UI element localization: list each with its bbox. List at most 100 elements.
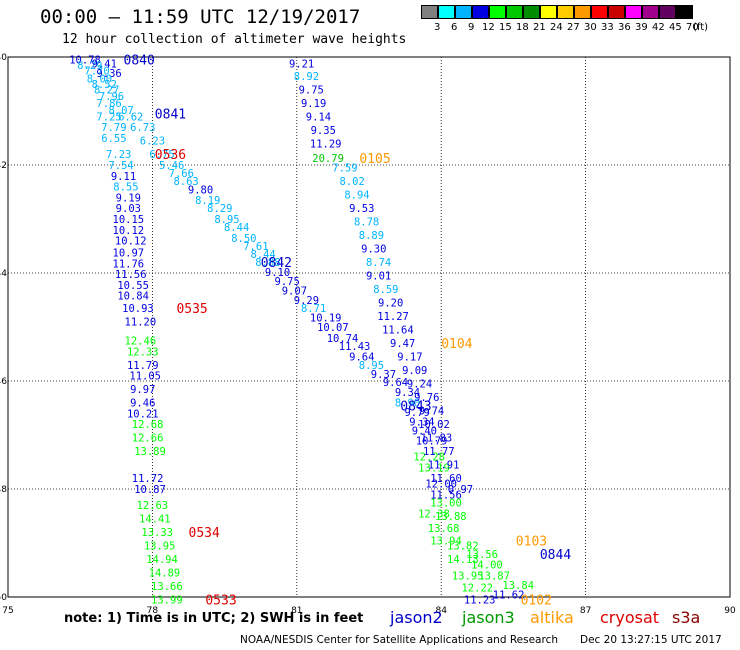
swh-value: 11.56 [430, 489, 462, 501]
swh-value: 8.44 [250, 249, 275, 261]
swh-value: 10.02 [418, 419, 450, 431]
swh-value: 13.33 [141, 527, 173, 539]
swh-value: 11.23 [464, 595, 496, 607]
swh-value: 9.75 [299, 84, 324, 96]
swh-value: 11.60 [430, 473, 462, 485]
swh-value: 10.55 [117, 280, 149, 292]
swh-value: 12.63 [137, 500, 169, 512]
lat-tick-label: 42 [0, 161, 7, 171]
swh-value: 8.02 [340, 176, 365, 188]
swh-value: 9.36 [96, 68, 121, 80]
pass-time-label: 0843 [400, 399, 431, 414]
swh-value: 8.29 [77, 60, 102, 72]
swh-value: 8.95 [359, 360, 384, 372]
swh-value: 8.59 [373, 284, 398, 296]
swh-value: 9.37 [371, 369, 396, 381]
color-swatch [472, 5, 489, 19]
color-swatch [489, 5, 506, 19]
pass-time-label: 0840 [124, 54, 155, 69]
swh-value: 13.95 [452, 570, 484, 582]
swh-value: 9.03 [116, 203, 141, 215]
swh-value: 8.00 [87, 74, 112, 86]
swh-value: 11.77 [423, 446, 455, 458]
pass-time-tags: 0840 0841 0842 0843 0844 0536 0535 0534 0533 0105… [124, 54, 572, 609]
swh-value: 14.41 [139, 514, 171, 526]
swh-value: 11.20 [125, 317, 157, 329]
pass-time-label: 0534 [189, 526, 220, 541]
swh-value: 11.43 [339, 341, 371, 353]
swh-value: 10.79 [416, 435, 448, 447]
lon-tick-label: 87 [580, 606, 591, 616]
swh-value: 9.34 [409, 417, 434, 429]
swh-value: 11.91 [428, 460, 460, 472]
swh-value: 9.19 [301, 98, 326, 110]
swh-value: 10.74 [327, 333, 359, 345]
color-scale-label: 39 [635, 22, 648, 33]
color-scale-label: 6 [451, 22, 458, 33]
swh-value: 14.00 [471, 560, 503, 572]
swh-value: 11.56 [115, 269, 147, 281]
swh-value: 10.93 [122, 303, 154, 315]
color-scale-label: 21 [533, 22, 546, 33]
swh-value: 9.09 [402, 365, 427, 377]
lon-tick-label: 78 [147, 606, 159, 616]
swh-value: 10.84 [117, 291, 149, 303]
color-scale-label: 36 [618, 22, 631, 33]
swh-value: 9.10 [265, 267, 290, 279]
swh-value: 13.94 [430, 535, 462, 547]
swh-value: 12.68 [132, 419, 164, 431]
swh-value: 8.94 [344, 190, 369, 202]
swh-value: 9.47 [390, 338, 415, 350]
swh-value: 8.78 [354, 217, 379, 229]
pass-time-label: 0844 [540, 548, 571, 563]
color-swatch [506, 5, 523, 19]
swh-value: 11.72 [132, 473, 164, 485]
swh-value: 11.79 [127, 360, 159, 372]
swh-value: 7.25 [96, 111, 121, 123]
color-swatch [642, 5, 659, 19]
swh-value: 8.71 [301, 303, 326, 315]
color-scale-label: 27 [567, 22, 580, 33]
color-swatch [659, 5, 676, 19]
swh-value: 7.54 [108, 160, 133, 172]
swh-value: 13.00 [430, 498, 462, 510]
swh-value: 14.89 [149, 568, 181, 580]
lat-tick-label: 44 [0, 269, 7, 279]
swh-value: 10.12 [115, 236, 147, 248]
swh-value: 13.89 [134, 446, 166, 458]
swh-value: 11.29 [310, 138, 342, 150]
swh-value: 12.46 [125, 336, 157, 348]
swh-value: 9.34 [395, 387, 420, 399]
swh-value: 6.75 [149, 149, 174, 161]
lon-tick-label: 81 [291, 606, 302, 616]
wave-height-points: 10.788.299.417.709.368.008.528.277.967.8… [69, 55, 534, 607]
pass-time-label: 0102 [521, 594, 552, 609]
pass-time-label: 0842 [261, 256, 292, 271]
swh-value: 9.14 [306, 111, 331, 123]
swh-value: 11.62 [493, 589, 525, 601]
chart-subtitle: 12 hour collection of altimeter wave hei… [62, 32, 407, 47]
swh-value: 8.89 [359, 230, 384, 242]
color-swatch [438, 5, 455, 19]
color-scale-label: 33 [601, 22, 614, 33]
color-swatch [523, 5, 540, 19]
map-axes: 75 78 81 84 87 90 40 42 44 46 48 50 [0, 53, 736, 616]
swh-value: 6.55 [101, 133, 126, 145]
swh-value: 9.30 [361, 244, 386, 256]
pass-time-label: 0104 [441, 337, 472, 352]
swh-value: 8.50 [231, 233, 256, 245]
color-swatch [625, 5, 642, 19]
credit-line: NOAA/NESDIS Center for Satellite Applica… [240, 634, 558, 646]
color-swatch [591, 5, 608, 19]
color-swatch [540, 5, 557, 19]
legend-item-s3a: s3a [672, 608, 701, 627]
swh-value: 13.95 [144, 541, 176, 553]
swh-value: 9.01 [366, 271, 391, 283]
swh-value: 9.21 [289, 58, 314, 70]
color-scale-label: 30 [584, 22, 597, 33]
swh-value: 9.74 [419, 406, 444, 418]
swh-value: 11.83 [421, 433, 453, 445]
swh-value: 7.59 [332, 163, 357, 175]
swh-value: 7.86 [96, 98, 121, 110]
swh-value: 9.20 [378, 298, 403, 310]
